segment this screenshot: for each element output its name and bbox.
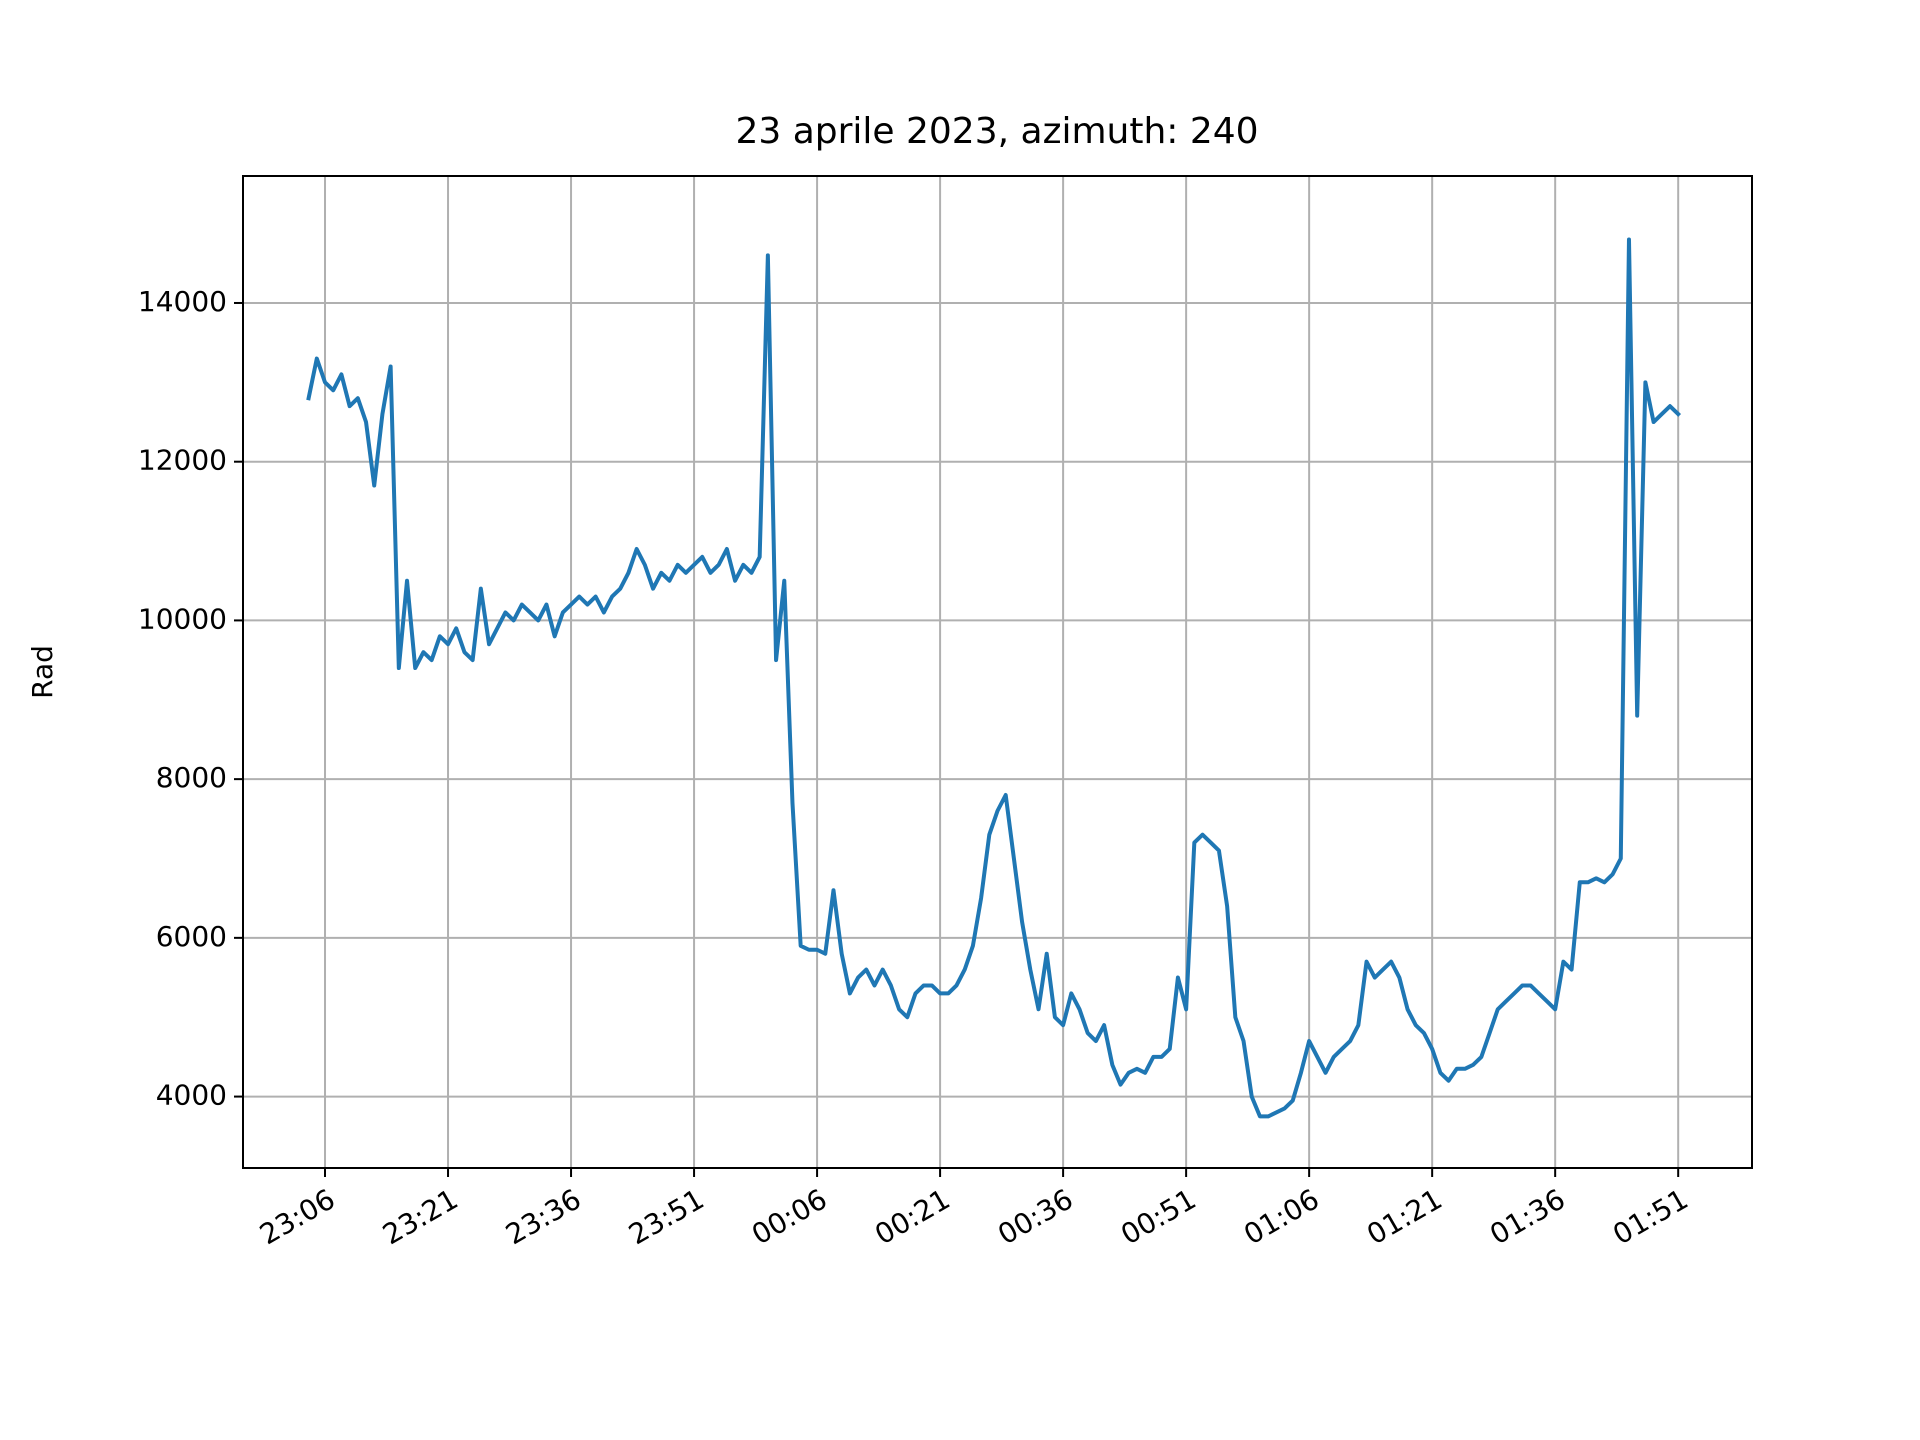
x-tick-label: 23:21	[377, 1182, 463, 1251]
x-tick-label: 01:36	[1484, 1182, 1570, 1251]
x-tick-label: 23:36	[500, 1182, 586, 1251]
plot-frame	[242, 175, 1753, 1169]
y-tick-label: 4000	[156, 1079, 227, 1112]
y-axis-label: Rad	[26, 645, 59, 699]
x-tick-label: 23:51	[623, 1182, 709, 1251]
data-line	[306, 237, 1682, 1119]
y-tick-label: 12000	[138, 444, 227, 477]
x-tick-label: 23:06	[254, 1182, 340, 1251]
y-tick-label: 14000	[138, 285, 227, 318]
chart-title: 23 aprile 2023, azimuth: 240	[735, 111, 1258, 152]
x-tick-label: 01:21	[1361, 1182, 1447, 1251]
x-tick-label: 01:51	[1607, 1182, 1693, 1251]
x-tick-label: 00:51	[1115, 1182, 1201, 1251]
y-tick-label: 10000	[138, 602, 227, 635]
x-tick-label: 01:06	[1238, 1182, 1324, 1251]
x-tick-label: 00:06	[746, 1182, 832, 1251]
y-tick-label: 6000	[156, 920, 227, 953]
y-tick-label: 8000	[156, 761, 227, 794]
x-tick-label: 00:21	[869, 1182, 955, 1251]
x-tick-label: 00:36	[992, 1182, 1078, 1251]
